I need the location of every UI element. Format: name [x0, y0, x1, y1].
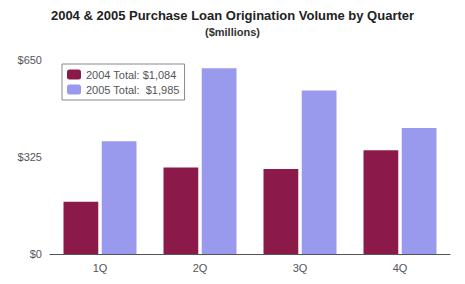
svg-text:$650: $650: [18, 54, 42, 66]
svg-text:3Q: 3Q: [293, 262, 308, 274]
svg-text:$0: $0: [30, 248, 42, 260]
svg-text:$325: $325: [18, 151, 42, 163]
svg-text:2004 & 2005 Purchase Loan Orig: 2004 & 2005 Purchase Loan Origination Vo…: [51, 8, 414, 23]
svg-text:1Q: 1Q: [93, 262, 108, 274]
svg-text:($millions): ($millions): [205, 26, 260, 38]
svg-text:2004 Total: $1,084: 2004 Total: $1,084: [86, 69, 176, 81]
svg-text:2005 Total: $1,985: 2005 Total: $1,985: [86, 84, 179, 96]
svg-text:2Q: 2Q: [193, 262, 208, 274]
svg-text:4Q: 4Q: [393, 262, 408, 274]
